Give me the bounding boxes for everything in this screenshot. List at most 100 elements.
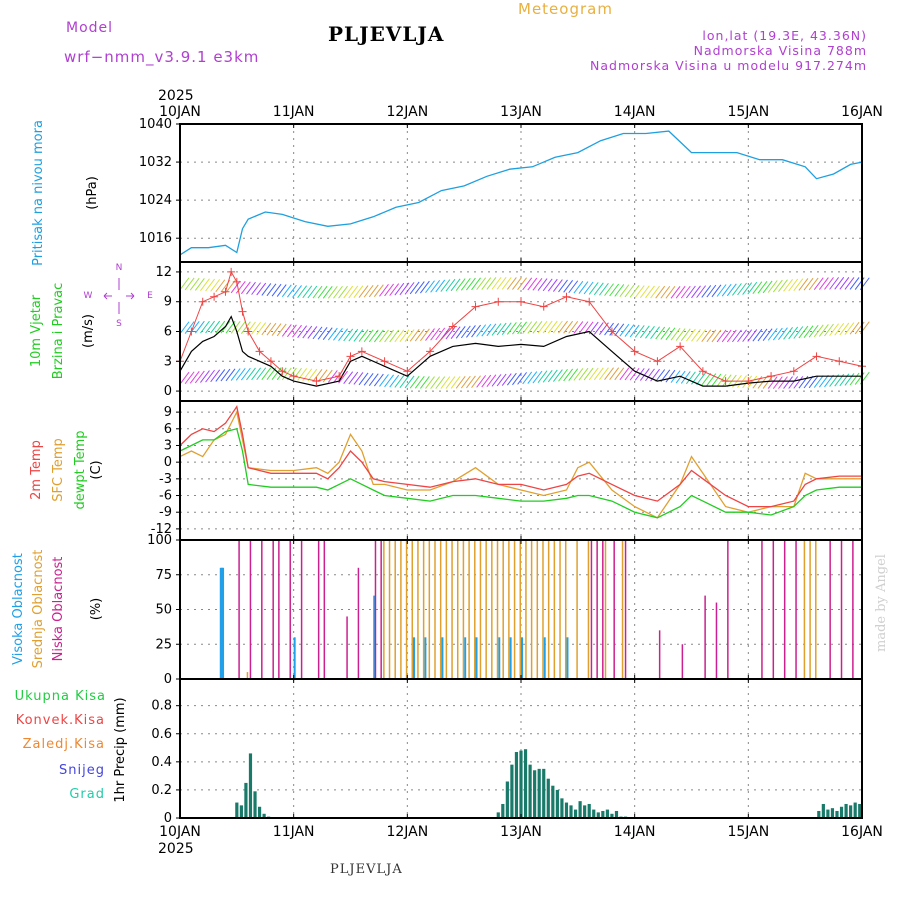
precip-bar	[587, 803, 591, 818]
wind-direction-mark	[297, 368, 308, 381]
temp-2m-label: 2m Temp	[29, 440, 44, 500]
mid-cloud-label: Srednja Oblacnost	[31, 550, 46, 669]
wind-gust-marker	[517, 297, 525, 306]
wind-direction-mark	[818, 277, 829, 290]
wind-direction-mark	[205, 369, 215, 383]
wind-direction-mark	[307, 368, 318, 382]
precip-bar	[614, 810, 619, 818]
y-tick-label: 3	[164, 438, 172, 453]
low-cloud-bar	[727, 540, 729, 679]
low-cloud-bar	[380, 540, 382, 679]
wind-direction-mark	[706, 373, 717, 386]
y-tick-label: 6	[164, 325, 172, 340]
wind-direction-mark	[629, 284, 640, 298]
wind-direction-mark	[599, 367, 609, 381]
wind-direction-mark	[440, 376, 451, 389]
wind-direction-mark	[384, 329, 395, 343]
wind-direction-mark	[466, 277, 476, 291]
wind-direction-mark	[271, 283, 282, 297]
wind-gust-marker	[835, 357, 844, 366]
precip-bar	[849, 805, 853, 818]
wind-direction-mark	[200, 370, 210, 383]
precip-bar	[505, 781, 509, 818]
wind-direction-mark	[629, 324, 640, 338]
low-cloud-bar	[300, 540, 303, 679]
wind-direction-mark	[322, 327, 333, 340]
wind-direction-mark	[824, 323, 834, 337]
wind-direction-mark	[184, 371, 195, 385]
precip-bar	[830, 808, 835, 818]
mid-cloud-bar	[559, 540, 561, 679]
wind-gust-marker	[221, 287, 230, 296]
mid-cloud-bar	[422, 540, 425, 679]
wind-direction-mark	[619, 284, 630, 298]
mid-cloud-bar	[383, 540, 385, 679]
compass-arrows	[103, 278, 135, 314]
x-day-label-bottom: 14JAN	[614, 824, 656, 840]
wind-direction-mark	[363, 329, 374, 343]
mid-cloud-bar	[513, 540, 516, 679]
y-tick-label: 0	[164, 811, 172, 826]
wind-direction-mark	[266, 322, 277, 336]
wind-direction-mark	[619, 323, 630, 337]
wind-direction-mark	[660, 327, 671, 340]
wind-gust-marker	[676, 342, 685, 351]
mid-cloud-bar	[576, 540, 578, 679]
wind-direction-mark	[425, 376, 435, 389]
compass-north: N	[116, 263, 123, 273]
mid-cloud-bar	[485, 540, 487, 679]
wind-direction-mark	[338, 328, 348, 341]
wind-direction-mark	[440, 279, 451, 292]
pressure-line	[179, 130, 863, 256]
precip-bar	[533, 770, 537, 818]
wind-direction-mark	[721, 329, 732, 343]
precip-bar	[596, 812, 600, 818]
wind-direction-mark	[506, 372, 517, 386]
mid-cloud-bar	[491, 540, 493, 679]
dewpoint-line	[179, 428, 862, 519]
wind-direction-mark	[302, 285, 313, 299]
mid-cloud-bar	[553, 540, 556, 679]
x-day-label-top: 16JAN	[841, 104, 883, 120]
wind-direction-mark	[184, 321, 195, 334]
wind-direction-mark	[680, 371, 691, 384]
precip-unit: 1hr Precip (mm)	[113, 697, 128, 802]
precip-bar	[253, 791, 257, 818]
mid-cloud-bar	[621, 540, 624, 679]
wind-direction-mark	[281, 284, 292, 298]
wind-direction-mark	[783, 376, 793, 389]
wind-direction-mark	[389, 329, 400, 343]
precip-bar	[592, 809, 596, 818]
wind-direction-mark	[783, 327, 793, 340]
wind-direction-mark	[624, 284, 635, 298]
wind-gust-marker	[471, 302, 480, 311]
precip-bar	[821, 803, 825, 818]
wind-direction-mark	[706, 284, 717, 298]
temp-2m-line	[179, 404, 862, 508]
wind-direction-mark	[312, 326, 323, 340]
wind-direction-mark	[716, 373, 727, 387]
wind-gust-marker	[562, 292, 571, 301]
wind-direction-mark	[547, 369, 558, 383]
x-day-label-top: 11JAN	[273, 104, 315, 120]
sfc-temp-label: SFC Temp	[51, 438, 66, 502]
wind-gust-marker	[244, 327, 253, 336]
mid-cloud-bar	[547, 540, 550, 679]
wind-direction-mark	[634, 325, 645, 338]
wind-direction-mark	[803, 277, 814, 291]
temp-unit: (C)	[89, 460, 104, 479]
wind-direction-mark	[670, 285, 681, 299]
wind-direction-mark	[343, 328, 354, 342]
wind-direction-mark	[650, 326, 660, 339]
wind-direction-mark	[240, 281, 251, 295]
mid-cloud-bar	[451, 540, 453, 679]
wind-direction-mark	[281, 324, 292, 337]
wind-gust-marker	[187, 327, 196, 336]
precip-bar	[573, 809, 578, 818]
mid-cloud-bar	[462, 540, 465, 679]
low-cloud-bar	[249, 540, 252, 679]
wind-direction-mark	[389, 374, 400, 388]
wind-gust-marker	[238, 307, 247, 316]
wind-direction-mark	[614, 284, 625, 297]
wind-direction-mark	[287, 284, 297, 298]
